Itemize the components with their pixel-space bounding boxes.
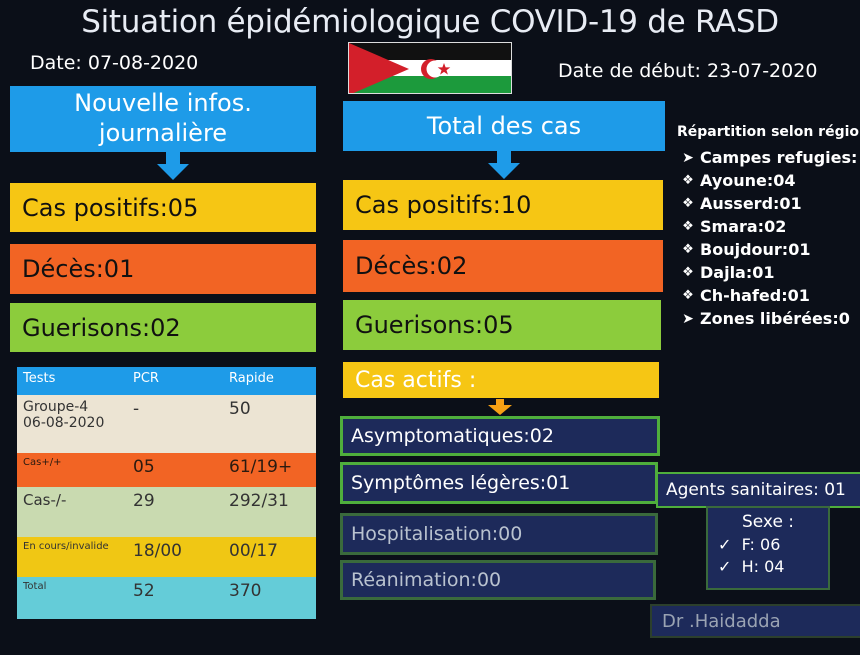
region-label: Ausserd:01	[700, 194, 802, 213]
male-count: H: 04	[741, 557, 785, 576]
tests-table: Tests PCR Rapide Groupe-4 06-08-2020 - 50…	[17, 367, 316, 619]
row-label: Groupe-4 06-08-2020	[17, 395, 127, 453]
daily-info-heading: Nouvelle infos. journalière	[10, 86, 316, 152]
rapid-value: 00/17	[223, 537, 316, 577]
diamond-bullet-icon: ❖	[682, 265, 694, 280]
region-item: ❖ Ausserd:01	[676, 192, 860, 215]
asymptomatic-cases: Asymptomatiques:02	[340, 416, 660, 456]
region-label: Boujdour:01	[700, 240, 811, 259]
daily-recoveries: Guerisons:02	[10, 303, 316, 352]
daily-down-arrow-icon	[157, 152, 189, 180]
daily-heading-line1: Nouvelle infos.	[74, 89, 252, 117]
region-label: Dajla:01	[700, 263, 775, 282]
regions-list: ➤ Campes refugies: ❖ Ayoune:04 ❖ Ausserd:01…	[676, 146, 860, 330]
page-title: Situation épidémiologique COVID-19 de RA…	[81, 4, 779, 40]
table-row: En cours/invalide 18/00 00/17	[17, 537, 316, 577]
sex-breakdown-box: Sexe : ✓ F: 06 ✓ H: 04	[706, 506, 830, 590]
col-header-tests: Tests	[17, 367, 127, 395]
tests-table-container: Tests PCR Rapide Groupe-4 06-08-2020 - 50…	[17, 367, 316, 619]
region-item: ❖ Dajla:01	[676, 261, 860, 284]
region-label: Campes refugies:	[700, 148, 858, 167]
female-count: F: 06	[741, 535, 781, 554]
author-signature: Dr .Haidadda	[650, 604, 860, 638]
report-date: Date: 07-08-2020	[30, 52, 199, 74]
rapid-value: 292/31	[223, 487, 316, 537]
pcr-value: -	[127, 395, 223, 453]
table-header-row: Tests PCR Rapide	[17, 367, 316, 395]
region-item: ➤ Zones libérées:0	[676, 307, 860, 330]
female-count-item: ✓ F: 06	[718, 535, 818, 557]
table-row: Groupe-4 06-08-2020 - 50	[17, 395, 316, 453]
daily-deaths: Décès:01	[10, 244, 316, 294]
check-icon: ✓	[718, 557, 732, 576]
total-down-arrow-icon	[488, 151, 520, 179]
region-label: Zones libérées:0	[700, 309, 850, 328]
start-date: Date de début: 23-07-2020	[558, 60, 818, 82]
arrow-bullet-icon: ➤	[682, 310, 694, 327]
region-item: ❖ Ayoune:04	[676, 169, 860, 192]
daily-heading-line2: journalière	[98, 119, 228, 147]
total-positive-cases: Cas positifs:10	[343, 180, 663, 230]
hospitalised-cases: Hospitalisation:00	[340, 513, 658, 555]
diamond-bullet-icon: ❖	[682, 242, 694, 257]
region-item: ❖ Ch-hafed:01	[676, 284, 860, 307]
active-cases-heading: Cas actifs :	[343, 362, 659, 398]
diamond-bullet-icon: ❖	[682, 196, 694, 211]
region-label: Ch-hafed:01	[700, 286, 810, 305]
col-header-pcr: PCR	[127, 367, 223, 395]
table-row: Cas-/- 29 292/31	[17, 487, 316, 537]
row-label: Cas+/+	[17, 453, 127, 487]
region-item: ➤ Campes refugies:	[676, 146, 860, 169]
pcr-value: 29	[127, 487, 223, 537]
row-label: Total	[17, 577, 127, 619]
sahrawi-flag-icon	[348, 42, 512, 94]
total-deaths: Décès:02	[343, 240, 663, 292]
row-label: Cas-/-	[17, 487, 127, 537]
health-agents-count: Agents sanitaires: 01	[656, 472, 860, 508]
rapid-value: 50	[223, 395, 316, 453]
pcr-value: 52	[127, 577, 223, 619]
icu-cases: Réanimation:00	[340, 560, 656, 600]
male-count-item: ✓ H: 04	[718, 557, 818, 579]
row-label: En cours/invalide	[17, 537, 127, 577]
diamond-bullet-icon: ❖	[682, 219, 694, 234]
region-label: Smara:02	[700, 217, 787, 236]
region-item: ❖ Boujdour:01	[676, 238, 860, 261]
pcr-value: 05	[127, 453, 223, 487]
diamond-bullet-icon: ❖	[682, 288, 694, 303]
col-header-rapid: Rapide	[223, 367, 316, 395]
total-recoveries: Guerisons:05	[343, 300, 661, 350]
regions-heading: Répartition selon région	[677, 124, 860, 140]
rapid-value: 370	[223, 577, 316, 619]
total-cases-heading: Total des cas	[343, 101, 665, 151]
rapid-value: 61/19+	[223, 453, 316, 487]
table-row: Total 52 370	[17, 577, 316, 619]
pcr-value: 18/00	[127, 537, 223, 577]
arrow-bullet-icon: ➤	[682, 149, 694, 166]
region-label: Ayoune:04	[700, 171, 796, 190]
check-icon: ✓	[718, 535, 732, 554]
region-item: ❖ Smara:02	[676, 215, 860, 238]
table-row: Cas+/+ 05 61/19+	[17, 453, 316, 487]
daily-positive-cases: Cas positifs:05	[10, 183, 316, 232]
crescent-star-icon	[421, 59, 451, 79]
diamond-bullet-icon: ❖	[682, 173, 694, 188]
mild-symptom-cases: Symptômes légères:01	[340, 462, 658, 504]
active-down-arrow-icon	[488, 399, 512, 415]
sex-title: Sexe :	[741, 512, 795, 532]
